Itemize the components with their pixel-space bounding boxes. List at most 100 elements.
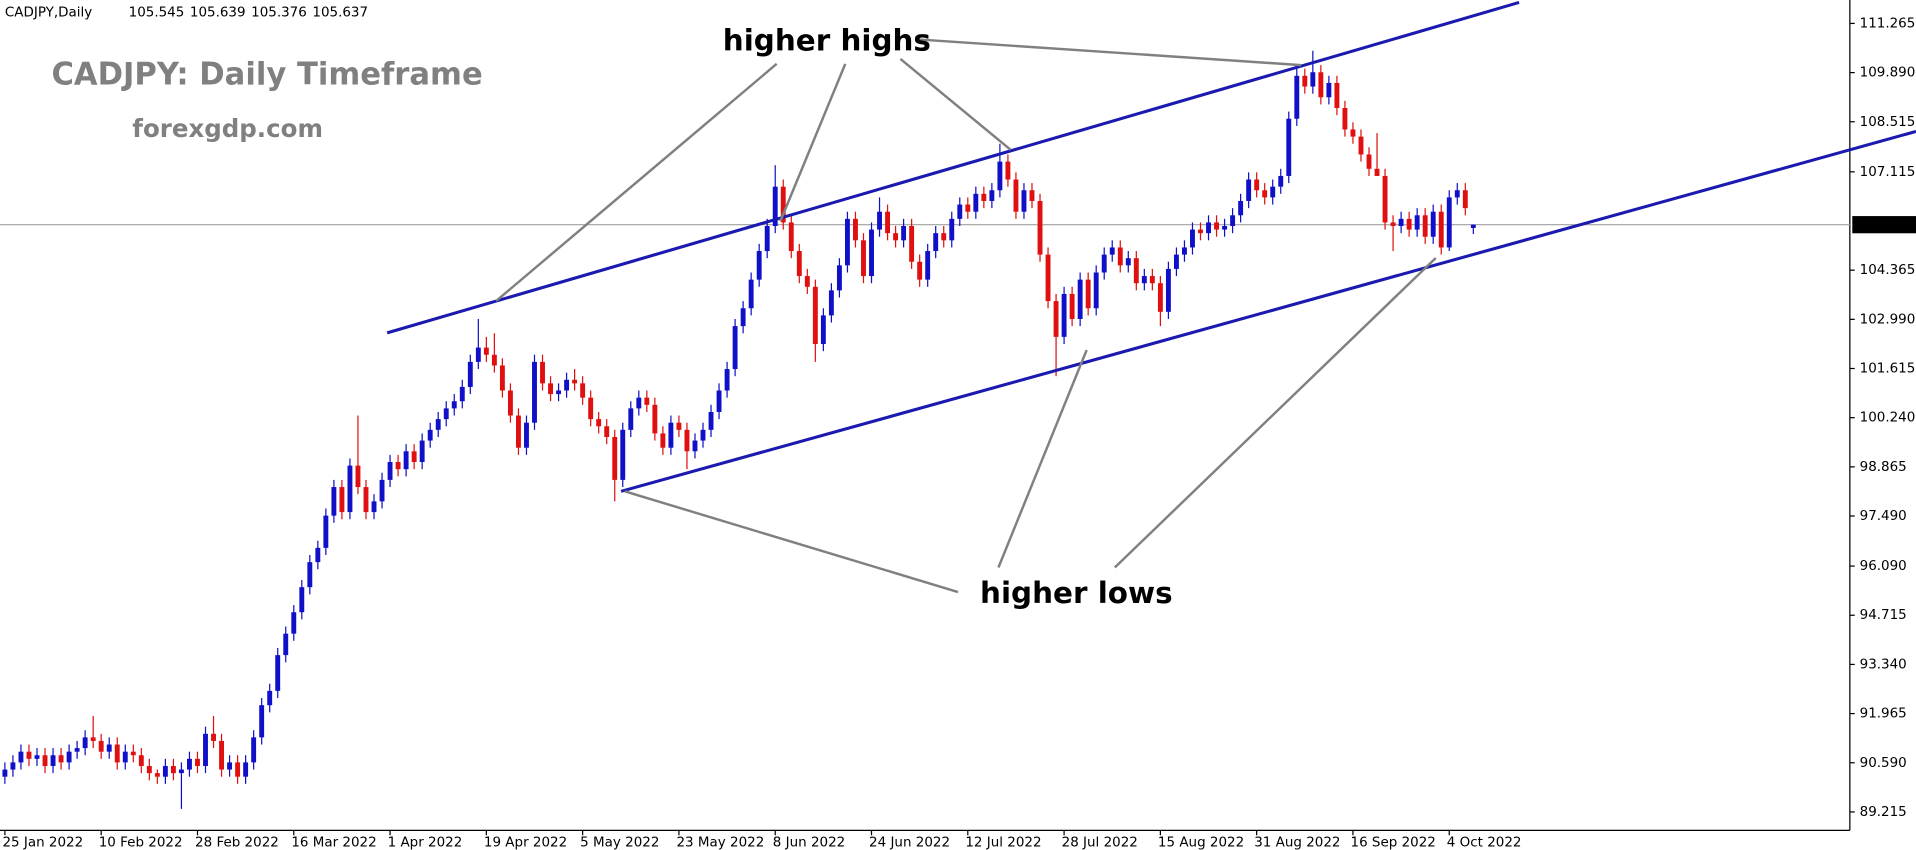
candle-body: [435, 419, 441, 430]
candle-body: [1109, 247, 1115, 255]
y-tick-label: 97.490: [1860, 508, 1907, 524]
candle-body: [1037, 200, 1043, 255]
candle-body: [443, 408, 449, 420]
candle-body: [331, 487, 337, 516]
candle-body: [1077, 279, 1083, 319]
candle-body: [162, 765, 168, 777]
candle-body: [299, 587, 305, 613]
candle-body: [1382, 175, 1388, 223]
candle-body: [901, 226, 907, 241]
y-tick-label: 107.115: [1860, 164, 1916, 180]
candle-body: [1214, 222, 1219, 230]
candle-body: [507, 390, 513, 416]
candle-body: [724, 369, 730, 391]
y-tick-label: 89.215: [1860, 804, 1907, 820]
candle-body: [1310, 72, 1316, 87]
candle-body: [315, 547, 321, 563]
candle-body: [524, 422, 529, 448]
x-tick-label: 28 Feb 2022: [195, 835, 279, 850]
candle-body: [154, 773, 160, 777]
ohlc-value: 105.639: [190, 4, 246, 20]
candle-body: [90, 737, 96, 741]
candle-body: [419, 440, 425, 463]
candle-body: [957, 204, 963, 219]
candle-body: [411, 451, 417, 463]
candle-body: [925, 251, 931, 280]
candle-body: [275, 655, 281, 691]
x-tick-label: 8 Jun 2022: [773, 835, 845, 850]
candle-body: [1294, 75, 1300, 119]
pointer: [916, 38, 1302, 67]
candle-body: [1398, 218, 1404, 227]
candle-body: [540, 361, 545, 384]
candle-body: [1013, 179, 1019, 212]
candle-body: [1165, 268, 1171, 312]
pointer: [997, 349, 1088, 568]
candle-body: [146, 765, 152, 774]
x-tick-label: 4 Oct 2022: [1447, 835, 1522, 850]
candle-body: [403, 451, 409, 470]
candle-body: [748, 279, 754, 309]
candle-body: [10, 762, 16, 770]
annotation: higher lows: [980, 576, 1173, 610]
candle-body: [788, 222, 794, 252]
candle-body: [291, 612, 297, 634]
pointer: [779, 63, 847, 222]
candle-body: [339, 487, 345, 513]
candle-body: [211, 733, 216, 741]
candle-body: [1230, 215, 1236, 227]
candle-body: [267, 690, 273, 706]
candle-body: [58, 755, 64, 763]
candle-body: [556, 390, 562, 395]
candle-body: [700, 429, 706, 441]
candle-body: [459, 386, 465, 402]
candle-body: [861, 240, 866, 277]
candle-body: [1342, 107, 1348, 130]
candle-body: [877, 211, 882, 230]
x-tick-label: 16 Mar 2022: [291, 835, 376, 850]
candle-body: [82, 737, 88, 749]
candle-body: [1125, 258, 1131, 266]
ohlc-value: 105.376: [251, 4, 307, 20]
pointer: [495, 62, 778, 302]
candle-body: [885, 211, 891, 234]
x-tick-label: 23 May 2022: [676, 835, 764, 850]
ohlc-value: 105.545: [129, 4, 185, 20]
candle-body: [243, 762, 249, 777]
candle-body: [283, 633, 289, 656]
y-tick-label: 108.515: [1860, 114, 1916, 130]
candle-body: [1238, 200, 1244, 216]
candle-body: [347, 465, 353, 513]
candle-body: [853, 218, 858, 241]
candle-body: [1358, 136, 1364, 155]
y-tick-label: 109.890: [1860, 65, 1916, 81]
candle-body: [387, 462, 393, 480]
candle-body: [917, 261, 923, 280]
candle-body: [379, 479, 385, 502]
candle-body: [1454, 190, 1460, 198]
candle-body: [692, 440, 698, 452]
x-tick-label: 1 Apr 2022: [388, 835, 463, 850]
candle-body: [219, 740, 225, 770]
candle-body: [1093, 272, 1099, 309]
candle-body: [636, 397, 642, 409]
candle-body: [652, 404, 658, 434]
candle-body: [820, 315, 826, 345]
candle-body: [836, 265, 842, 291]
candle-body: [1053, 301, 1059, 337]
candle-body: [684, 429, 690, 452]
candle-body: [138, 755, 144, 766]
candle-body: [1254, 179, 1260, 191]
candle-body: [1246, 179, 1252, 201]
candle-body: [580, 383, 586, 398]
candle-body: [1326, 82, 1332, 98]
candle-body: [909, 226, 915, 262]
x-tick-label: 15 Aug 2022: [1158, 835, 1244, 850]
candle-body: [1438, 211, 1444, 248]
candle-body: [644, 397, 650, 405]
candle-body: [451, 401, 457, 409]
candle-body: [989, 190, 995, 201]
plot: 111.265 109.890 108.515 107.115 104.365 102.9…: [0, 15, 1916, 850]
